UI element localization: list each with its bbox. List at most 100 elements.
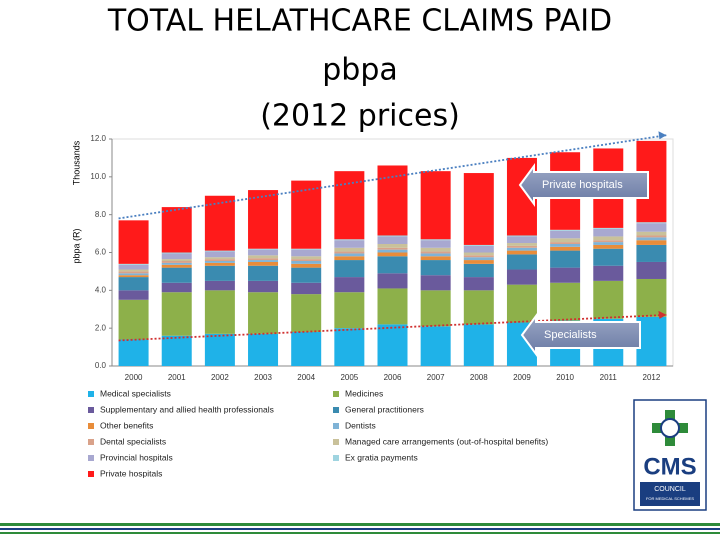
- bar-segment: [377, 236, 408, 244]
- bar-segment: [550, 243, 581, 247]
- bar-segment: [506, 245, 537, 248]
- x-tick-label: 2008: [470, 373, 488, 382]
- bar-segment: [248, 258, 279, 261]
- bar-segment: [334, 260, 365, 278]
- y-tick-label: 2.0: [95, 323, 107, 332]
- legend-label: Medical specialists: [100, 388, 171, 398]
- bar-segment: [118, 220, 149, 264]
- legend-swatch: [88, 471, 94, 477]
- bar-segment: [463, 277, 494, 291]
- legend-swatch: [333, 423, 339, 429]
- bar-segment: [506, 236, 537, 244]
- bar-segment: [377, 243, 408, 248]
- y-tick-label: 12.0: [90, 134, 106, 143]
- bar-segment: [377, 235, 408, 237]
- bar-segment: [550, 229, 581, 231]
- legend-swatch: [88, 439, 94, 445]
- bar-segment: [248, 333, 279, 366]
- bar-segment: [248, 265, 279, 281]
- trend-arrow: [658, 310, 667, 319]
- x-tick-label: 2000: [125, 373, 143, 382]
- bar-segment: [334, 328, 365, 366]
- x-tick-label: 2005: [340, 373, 358, 382]
- bar-segment: [463, 255, 494, 258]
- bar-segment: [334, 253, 365, 257]
- bar-segment: [291, 267, 322, 283]
- x-tick-label: 2011: [600, 373, 618, 382]
- bar-segment: [248, 249, 279, 256]
- bar-segment: [420, 290, 451, 327]
- bar-segment: [161, 259, 192, 262]
- bar-segment: [248, 190, 279, 249]
- bar-segment: [118, 273, 149, 276]
- legend-label: Medicines: [345, 388, 383, 398]
- bar-segment: [420, 239, 451, 241]
- logo-subtext: COUNCIL: [654, 486, 686, 493]
- bar-segment: [593, 240, 624, 243]
- bar-segment: [636, 244, 667, 262]
- legend-swatch: [333, 407, 339, 413]
- bar-segment: [334, 256, 365, 261]
- bar-segment: [204, 195, 235, 251]
- bar-segment: [291, 259, 322, 262]
- bar-segment: [377, 273, 408, 289]
- callout-label: Specialists: [544, 329, 597, 341]
- legend-swatch: [333, 455, 339, 461]
- bar-segment: [248, 255, 279, 259]
- bar-segment: [550, 242, 581, 244]
- bar-segment: [291, 331, 322, 366]
- bar-segment: [291, 249, 322, 257]
- bar-segment: [118, 299, 149, 340]
- legend-swatch: [88, 423, 94, 429]
- x-tick-label: 2010: [556, 373, 574, 382]
- bar-segment: [248, 280, 279, 293]
- bar-segment: [550, 282, 581, 321]
- bar-segment: [506, 235, 537, 237]
- bar-segment: [593, 280, 624, 319]
- footer-line: [0, 528, 720, 530]
- bar-segment: [161, 292, 192, 336]
- legend-label: Dentists: [345, 420, 376, 430]
- bar-segment: [550, 246, 581, 251]
- bar-segment: [161, 253, 192, 260]
- bar-segment: [550, 267, 581, 283]
- bar-segment: [463, 252, 494, 256]
- legend-label: General practitioners: [345, 404, 424, 414]
- bar-segment: [593, 265, 624, 281]
- bar-segment: [204, 250, 235, 252]
- bar-segment: [118, 263, 149, 265]
- bar-segment: [291, 256, 322, 260]
- x-tick-label: 2004: [297, 373, 315, 382]
- y-tick-label: 10.0: [90, 172, 106, 181]
- bar-segment: [204, 251, 235, 258]
- bar-segment: [636, 235, 667, 238]
- callout-label: Private hospitals: [542, 179, 623, 191]
- bar-segment: [161, 335, 192, 366]
- bar-segment: [377, 288, 408, 325]
- bar-segment: [291, 180, 322, 249]
- bar-segment: [204, 261, 235, 263]
- bar-segment: [636, 316, 667, 366]
- bar-segment: [636, 237, 667, 241]
- x-tick-label: 2006: [384, 373, 402, 382]
- legend-label: Supplementary and allied health professi…: [100, 404, 274, 414]
- y-axis-label: pbpa (R): [71, 228, 81, 263]
- bar-segment: [204, 259, 235, 262]
- bar-segment: [463, 260, 494, 264]
- x-tick-label: 2003: [254, 373, 272, 382]
- bar-segment: [118, 275, 149, 278]
- callout-shape: [520, 312, 641, 358]
- bar-segment: [161, 261, 192, 263]
- bar-segment: [248, 261, 279, 266]
- y-unit-label: Thousands: [71, 140, 81, 185]
- bar-segment: [118, 290, 149, 300]
- bar-segment: [291, 282, 322, 295]
- bar-segment: [506, 247, 537, 251]
- bar-segment: [248, 260, 279, 262]
- bar-segment: [593, 242, 624, 245]
- bar-segment: [550, 250, 581, 268]
- bar-segment: [161, 207, 192, 253]
- x-tick-label: 2001: [168, 373, 186, 382]
